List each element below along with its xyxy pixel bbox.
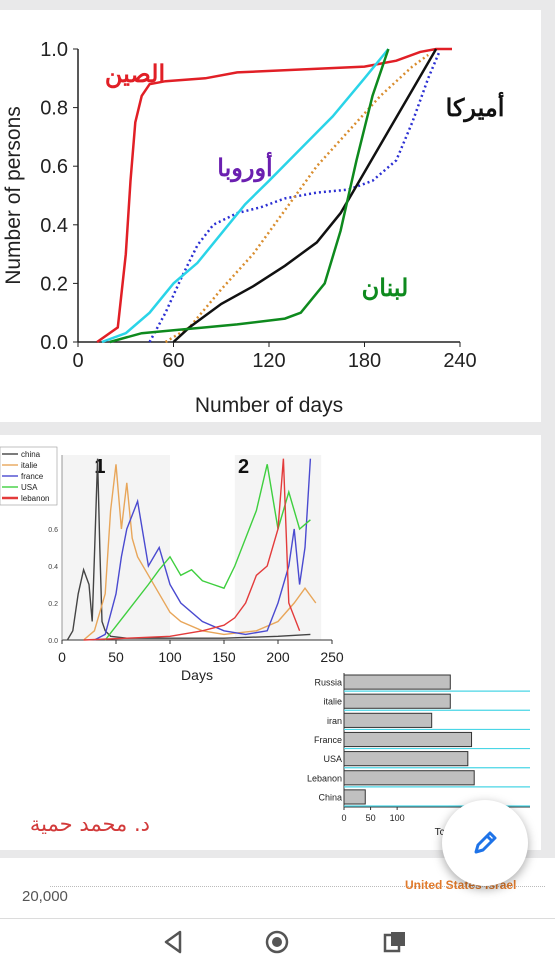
system-nav-bar	[0, 918, 555, 961]
bar-China	[343, 789, 366, 805]
panel-label-1: 1	[94, 456, 105, 478]
x-tick-label: 50	[108, 649, 124, 665]
series-annotation-china_ar: الصين	[105, 61, 165, 89]
series-line-italie	[83, 464, 317, 641]
chart-card-cumulative: 0 60 120 180 240 0.0 0.2 0.4 0.6 0.8 1.0 Number of …	[0, 10, 541, 422]
series-line-france	[94, 458, 312, 641]
bar-label: Lebanon	[307, 773, 342, 783]
x-tick-label-bars: 100	[390, 813, 405, 823]
bar-label: France	[314, 735, 342, 745]
x-tick-label: 250	[320, 649, 344, 665]
series-line-1	[148, 51, 441, 343]
series-annotation-europe_ar: أوروبا	[217, 150, 272, 183]
legend-label-china: china	[21, 450, 41, 459]
series-line-china	[66, 458, 311, 641]
bar-label: italie	[323, 697, 342, 707]
y-tick-label: 0.4	[40, 215, 68, 237]
chart-card-daily: 0 50 100 150 200 250 0.0 0.2 0.4 0.6 Days 1 2 china it…	[0, 435, 541, 850]
phase1-shade	[62, 455, 170, 640]
x-tick-label: 200	[266, 649, 290, 665]
series-line-USA	[104, 464, 311, 641]
x-tick-label-bars: 50	[366, 813, 376, 823]
cumulative-chart: 0 60 120 180 240 0.0 0.2 0.4 0.6 0.8 1.0 Number of …	[2, 39, 505, 417]
bar-France	[343, 731, 473, 748]
bar-label: USA	[323, 754, 342, 764]
y-tick-label: 0.6	[48, 527, 58, 534]
series-annotation-america_ar: أميركا	[446, 90, 505, 123]
legend-label-france: france	[21, 472, 44, 481]
x-tick-label: 120	[252, 350, 285, 372]
series-line-2	[101, 48, 390, 344]
x-tick-label: 180	[348, 350, 381, 372]
x-tick-label: 0	[72, 350, 83, 372]
x-axis-title: Days	[181, 667, 213, 683]
y-tick-label: 0.4	[48, 564, 58, 571]
series-line-3	[164, 53, 429, 344]
recent-apps-icon[interactable]	[382, 929, 408, 955]
preview-value: 20,000	[22, 888, 68, 905]
bar-iran	[343, 712, 433, 728]
x-tick-label-bars: 0	[341, 813, 346, 823]
x-tick-label: 100	[158, 649, 182, 665]
series-line-4	[172, 48, 438, 343]
y-axis-title: Number of persons	[2, 106, 25, 285]
y-tick-label: 0.0	[40, 332, 68, 354]
series-line-0	[96, 47, 452, 344]
series-annotation-lebanon_ar: لبنان	[362, 275, 409, 302]
phase2-shade	[234, 455, 322, 640]
y-tick-label: 0.8	[40, 98, 68, 120]
legend-label-lebanon: lebanon	[21, 494, 49, 503]
daily-chart: 0 50 100 150 200 250 0.0 0.2 0.4 0.6 Days 1 2 china it…	[0, 446, 530, 838]
y-tick-label: 1.0	[40, 39, 68, 61]
x-tick-label: 150	[212, 649, 236, 665]
x-axis-title-bars: Tc	[435, 827, 445, 838]
bar-italie	[343, 693, 451, 709]
y-tick-label: 0.6	[40, 156, 68, 178]
bar-Lebanon	[343, 770, 475, 786]
back-triangle-icon[interactable]	[160, 929, 186, 955]
author-signature: د. محمد حمية	[29, 812, 150, 836]
x-tick-label: 60	[162, 350, 184, 372]
bar-label: China	[318, 792, 342, 802]
series-line-5	[109, 48, 390, 344]
y-tick-label: 0.0	[48, 638, 58, 645]
bar-label: iran	[327, 716, 342, 726]
x-axis-title: Number of days	[195, 394, 343, 417]
legend-label-USA: USA	[21, 483, 38, 492]
panel-label-2: 2	[238, 456, 249, 478]
y-tick-label: 0.2	[48, 601, 58, 608]
edit-button[interactable]	[442, 800, 528, 886]
edit-pencil-icon	[474, 831, 497, 854]
home-circle-icon[interactable]	[264, 929, 290, 955]
bar-label: Russia	[314, 678, 342, 688]
series-line-lebanon	[83, 458, 301, 641]
x-tick-label: 240	[443, 350, 476, 372]
bar-USA	[343, 751, 469, 767]
x-tick-label: 0	[58, 649, 66, 665]
legend-label-italie: italie	[21, 461, 38, 470]
bar-Russia	[343, 674, 451, 690]
y-tick-label: 0.2	[40, 273, 68, 295]
